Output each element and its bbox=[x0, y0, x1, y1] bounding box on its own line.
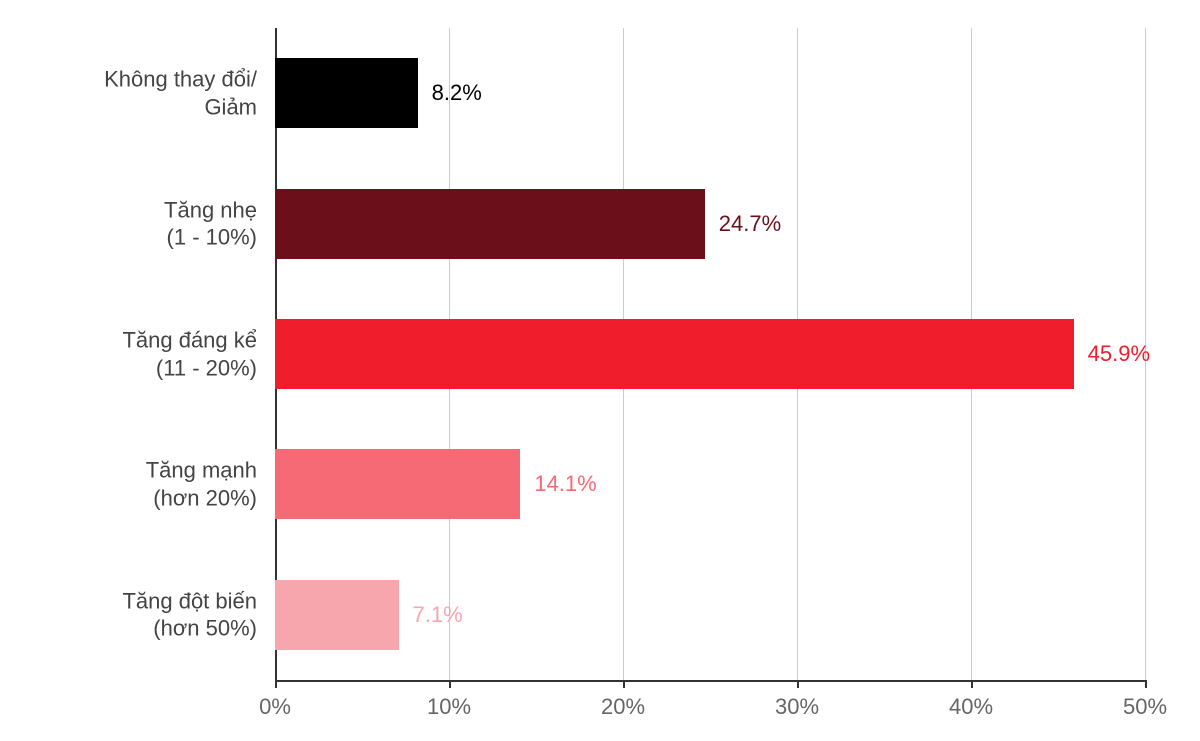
x-tick-label: 10% bbox=[427, 694, 471, 720]
value-label: 7.1% bbox=[413, 602, 463, 628]
x-tick-label: 40% bbox=[949, 694, 993, 720]
value-label: 14.1% bbox=[534, 471, 596, 497]
category-label: Tăng nhẹ (1 - 10%) bbox=[12, 196, 257, 251]
bar-chart: 0% 10% 20% 30% 40% 50% Không thay đổi/ Giảm 8.2… bbox=[0, 0, 1200, 741]
x-tick-label: 20% bbox=[601, 694, 645, 720]
value-label: 8.2% bbox=[432, 80, 482, 106]
x-tick-label: 30% bbox=[775, 694, 819, 720]
value-label: 24.7% bbox=[719, 211, 781, 237]
x-tick bbox=[1145, 680, 1147, 688]
x-tick-label: 50% bbox=[1123, 694, 1167, 720]
x-axis bbox=[275, 680, 1145, 682]
bar bbox=[275, 580, 399, 650]
x-tick-label: 0% bbox=[259, 694, 291, 720]
value-label: 45.9% bbox=[1088, 341, 1150, 367]
category-label: Tăng đáng kể (11 - 20%) bbox=[12, 327, 257, 382]
bar bbox=[275, 319, 1074, 389]
bar bbox=[275, 58, 418, 128]
category-label: Tăng đột biến (hơn 50%) bbox=[12, 587, 257, 642]
category-label: Tăng mạnh (hơn 20%) bbox=[12, 457, 257, 512]
bar bbox=[275, 449, 520, 519]
bar bbox=[275, 189, 705, 259]
plot-area: 0%10%20%30%40%50%Không thay đổi/ Giảm8.2… bbox=[275, 28, 1145, 680]
category-label: Không thay đổi/ Giảm bbox=[12, 66, 257, 121]
